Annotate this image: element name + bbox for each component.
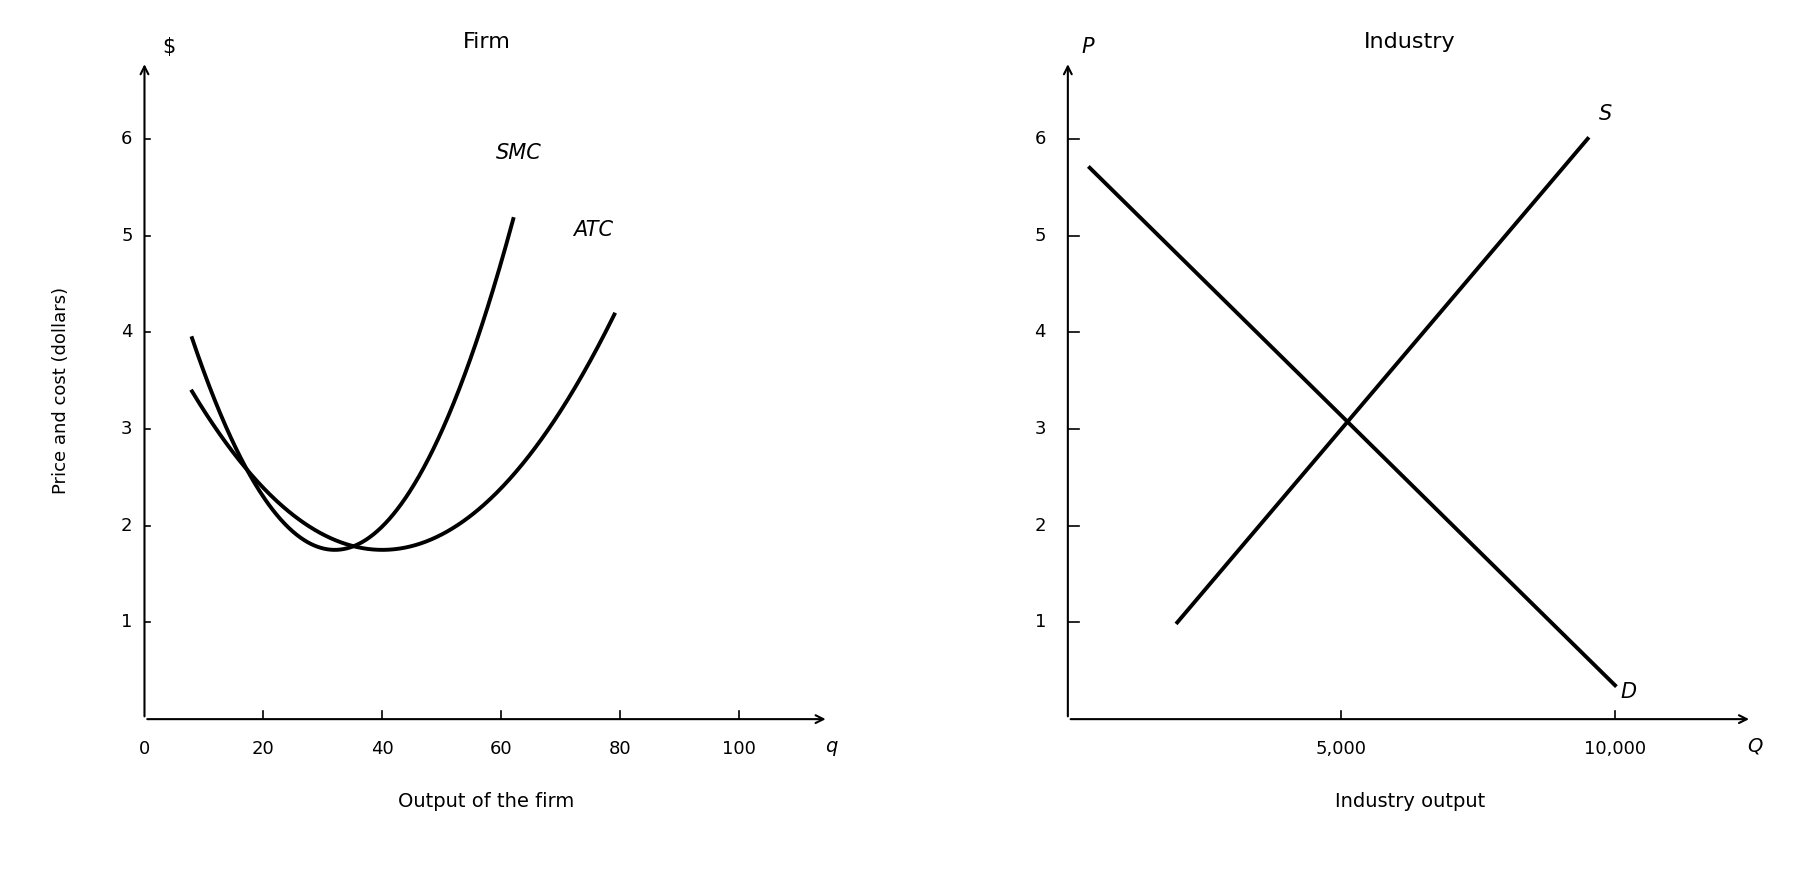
- Text: 4: 4: [121, 324, 132, 341]
- Text: 5: 5: [1034, 226, 1045, 245]
- Text: S: S: [1597, 104, 1612, 125]
- Text: 6: 6: [1034, 130, 1045, 147]
- Text: $: $: [162, 37, 175, 56]
- Text: D: D: [1619, 681, 1635, 702]
- Text: Price and cost (dollars): Price and cost (dollars): [52, 287, 70, 494]
- Text: Output of the firm: Output of the firm: [399, 792, 574, 810]
- Text: Q: Q: [1745, 737, 1762, 756]
- Text: 20: 20: [253, 740, 274, 759]
- Text: 6: 6: [121, 130, 132, 147]
- Text: 60: 60: [489, 740, 513, 759]
- Text: 0: 0: [139, 740, 150, 759]
- Text: 3: 3: [1034, 420, 1045, 438]
- Text: 2: 2: [121, 517, 132, 535]
- Text: ATC: ATC: [572, 220, 612, 240]
- Text: 40: 40: [370, 740, 393, 759]
- Text: 5,000: 5,000: [1316, 740, 1366, 759]
- Text: 10,000: 10,000: [1583, 740, 1644, 759]
- Text: 1: 1: [121, 613, 132, 631]
- Text: P: P: [1081, 37, 1094, 56]
- Text: 100: 100: [722, 740, 756, 759]
- Text: q: q: [825, 737, 838, 756]
- Title: Industry: Industry: [1363, 32, 1455, 52]
- Text: 2: 2: [1034, 517, 1045, 535]
- Text: 5: 5: [121, 226, 132, 245]
- Text: SMC: SMC: [495, 143, 542, 163]
- Text: 1: 1: [1034, 613, 1045, 631]
- Title: Firm: Firm: [462, 32, 511, 52]
- Text: 3: 3: [121, 420, 132, 438]
- Text: 80: 80: [608, 740, 632, 759]
- Text: 4: 4: [1034, 324, 1045, 341]
- Text: Industry output: Industry output: [1334, 792, 1484, 810]
